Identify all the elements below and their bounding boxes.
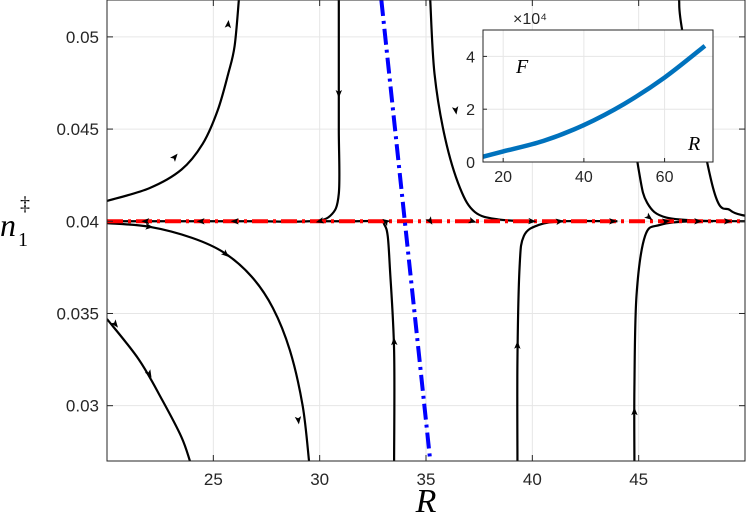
- y-axis-title: n 1 ‡: [0, 193, 30, 251]
- inset-axis-ticks: 20 40 60 0 2 4: [466, 49, 673, 186]
- trajectory-arrowhead: [694, 218, 703, 225]
- inset-exponent-label: ×10⁴: [513, 11, 547, 28]
- x-tick-label: 25: [204, 470, 223, 489]
- inset-x-axis-title: R: [687, 133, 700, 155]
- trajectory-arrowhead: [315, 217, 325, 224]
- trajectory-arrowhead: [294, 416, 302, 425]
- inset-chart: 20 40 60 0 2 4 ×10⁴ F R: [466, 11, 714, 186]
- trajectory-arrowhead: [723, 218, 732, 225]
- x-axis-title: R: [415, 483, 437, 520]
- trajectory-arrowhead: [609, 218, 618, 225]
- trajectory-arrowhead: [110, 319, 118, 328]
- trajectory-curve: [107, 0, 240, 203]
- svg-text:1: 1: [18, 229, 28, 251]
- trajectory-arrowhead: [144, 369, 152, 378]
- trajectory-arrowhead: [224, 19, 232, 29]
- inset-y-tick-label: 2: [466, 102, 475, 119]
- trajectory-arrowhead: [451, 106, 459, 115]
- trajectory-arrowhead: [145, 223, 154, 230]
- x-tick-label: 40: [523, 470, 542, 489]
- trajectory-arrowhead: [220, 249, 230, 258]
- trajectory-arrowhead: [661, 218, 671, 225]
- y-tick-label: 0.05: [66, 28, 99, 47]
- inset-series: [483, 44, 707, 159]
- svg-text:‡: ‡: [20, 193, 30, 215]
- svg-text:n: n: [0, 207, 16, 243]
- trajectory-arrowhead: [528, 217, 537, 225]
- trajectory-arrowhead: [391, 337, 398, 346]
- inset-plot-area: [483, 30, 713, 162]
- inset-y-tick-label: 0: [466, 155, 475, 172]
- inset-y-axis-title: F: [515, 56, 529, 78]
- trajectory-arrowhead: [382, 219, 391, 227]
- trajectory-arrowhead: [514, 340, 521, 349]
- y-tick-label: 0.045: [56, 120, 99, 139]
- trajectory-arrowhead: [555, 218, 564, 226]
- inset-series-line: [483, 44, 707, 159]
- y-tick-label: 0.03: [66, 397, 99, 416]
- inset-x-tick-label: 20: [494, 169, 512, 186]
- reference-lines: [107, 0, 745, 461]
- trajectory-arrowhead: [170, 153, 178, 162]
- inset-axes-box: [482, 29, 714, 163]
- trajectory-arrowhead: [631, 407, 638, 416]
- trajectory-arrowhead: [230, 218, 239, 225]
- trajectory-arrowhead: [644, 212, 653, 221]
- trajectory-curve: [319, 219, 396, 461]
- x-tick-label: 35: [417, 470, 436, 489]
- x-tick-label: 30: [310, 470, 329, 489]
- x-tick-label: 45: [629, 470, 648, 489]
- trajectory-arrowhead: [425, 216, 433, 225]
- inset-x-tick-label: 40: [575, 169, 593, 186]
- inset-x-tick-label: 60: [656, 169, 674, 186]
- y-tick-label: 0.04: [66, 212, 99, 231]
- trajectory-arrowhead: [196, 218, 205, 225]
- trajectory-arrowhead: [468, 217, 477, 224]
- trajectory-curve: [677, 0, 745, 217]
- inset-y-tick-label: 4: [466, 49, 475, 66]
- y-tick-label: 0.035: [56, 304, 99, 323]
- trajectory-arrows: [110, 19, 732, 425]
- slanted-reference-line: [379, 0, 433, 461]
- trajectory-arrowhead: [141, 218, 150, 225]
- trajectory-curve: [107, 318, 191, 461]
- trajectory-curve: [107, 222, 311, 461]
- trajectory-arrowhead: [335, 90, 343, 99]
